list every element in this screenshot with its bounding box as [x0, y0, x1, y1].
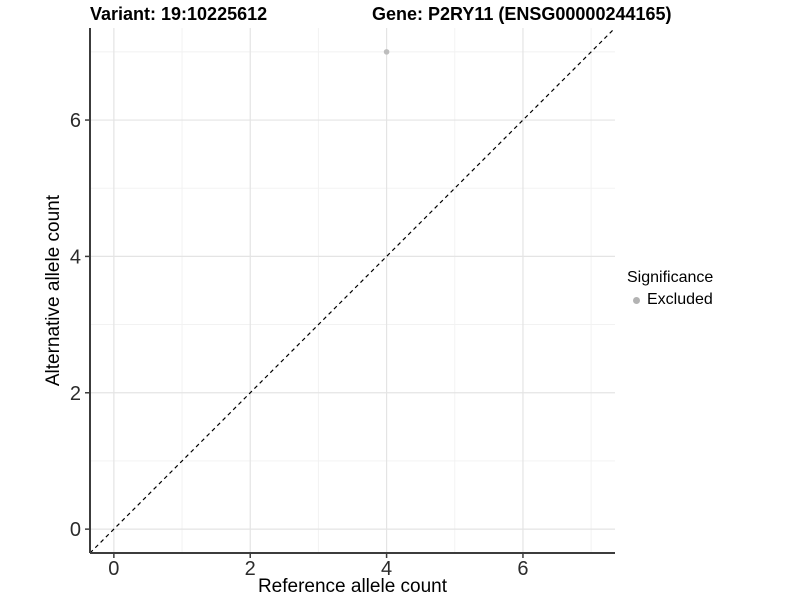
x-axis-title: Reference allele count	[257, 576, 448, 597]
x-tick-label: 6	[517, 558, 528, 580]
y-tick-label: 4	[70, 246, 81, 268]
legend: Significance Excluded	[627, 269, 713, 309]
plot-title-gene: Gene: P2RY11 (ENSG00000244165)	[372, 4, 672, 24]
plot-title-variant: Variant: 19:10225612	[90, 4, 268, 24]
identity-reference-line	[89, 27, 616, 554]
y-axis-title: Alternative allele count	[42, 28, 66, 553]
y-axis-title-text: Alternative allele count	[43, 194, 64, 387]
x-tick-label: 2	[245, 558, 256, 580]
excluded-point-swatch	[633, 296, 640, 304]
legend-item-label: Excluded	[647, 291, 713, 308]
legend-title: Significance	[627, 269, 714, 286]
legend-item-excluded: Excluded	[627, 291, 713, 309]
data-point	[383, 49, 390, 55]
y-tick-label: 0	[70, 519, 81, 541]
x-tick-label: 4	[381, 558, 392, 580]
y-tick-label: 2	[70, 383, 81, 405]
x-tick-label: 0	[108, 558, 119, 580]
y-tick-label: 6	[70, 110, 81, 132]
